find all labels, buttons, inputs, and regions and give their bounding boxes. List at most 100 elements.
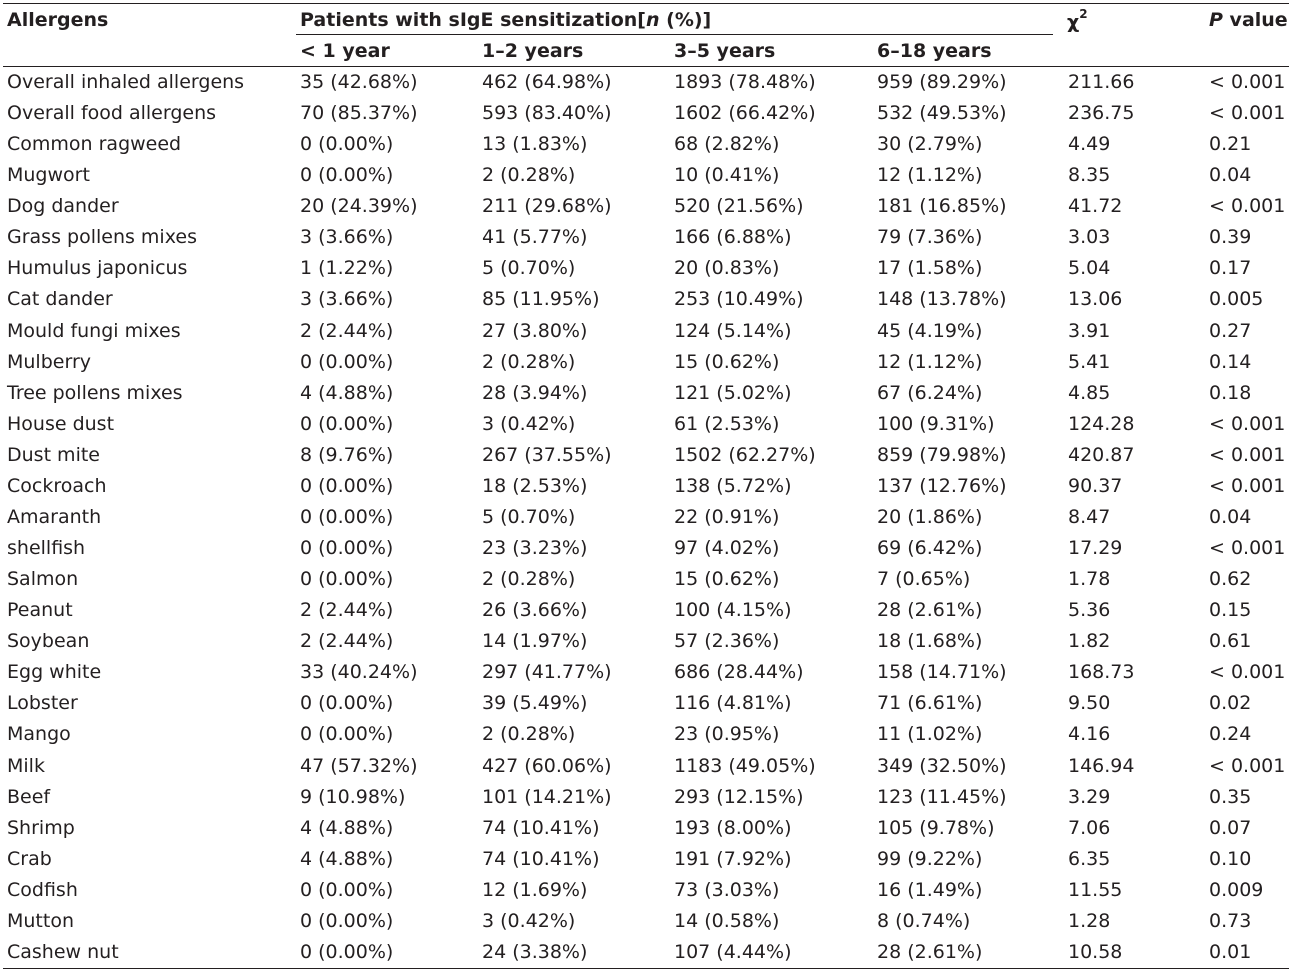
- chi-square-value: 3.29: [1068, 785, 1111, 808]
- p-value: 0.10: [1209, 847, 1252, 870]
- table-row: Codfish 0 (0.00%) 12 (1.69%) 73 (3.03%) 16 (…: [0, 878, 1307, 909]
- value-1-2: 2 (0.28%): [482, 350, 576, 373]
- value-3-5: 253 (10.49%): [674, 288, 804, 311]
- value-1-2: 297 (41.77%): [482, 661, 612, 684]
- table-row: Tree pollens mixes 4 (4.88%) 28 (3.94%) 121…: [0, 381, 1307, 412]
- p-value: 0.18: [1209, 381, 1252, 404]
- p-value: 0.02: [1209, 692, 1252, 715]
- chi-square-value: 41.72: [1068, 195, 1123, 218]
- value-6-18: 11 (1.02%): [877, 723, 983, 746]
- value-3-5: 1183 (49.05%): [674, 754, 816, 777]
- value-3-5: 22 (0.91%): [674, 505, 780, 528]
- header-chi-square: χ2: [1067, 8, 1088, 33]
- value-under1: 47 (57.32%): [300, 754, 418, 777]
- value-3-5: 57 (2.36%): [674, 630, 780, 653]
- header-age-1-2: 1–2 years: [482, 40, 584, 62]
- chi-square-value: 4.85: [1068, 381, 1111, 404]
- p-value: < 0.001: [1209, 661, 1286, 684]
- value-3-5: 15 (0.62%): [674, 350, 780, 373]
- table-row: Dog dander 20 (24.39%) 211 (29.68%) 520 (21…: [0, 194, 1307, 225]
- value-6-18: 79 (7.36%): [877, 226, 983, 249]
- table-row: Beef 9 (10.98%) 101 (14.21%) 293 (12.15%) 12…: [0, 785, 1307, 816]
- header-p-italic: P: [1209, 9, 1223, 31]
- allergen-name: Humulus japonicus: [7, 257, 188, 280]
- value-6-18: 16 (1.49%): [877, 878, 983, 901]
- value-1-2: 12 (1.69%): [482, 878, 588, 901]
- allergen-name: Egg white: [7, 661, 102, 684]
- table-row: Mould fungi mixes 2 (2.44%) 27 (3.80%) 124 …: [0, 319, 1307, 350]
- chi-square-value: 7.06: [1068, 816, 1111, 839]
- value-3-5: 73 (3.03%): [674, 878, 780, 901]
- allergen-name: Amaranth: [7, 505, 102, 528]
- value-6-18: 859 (79.98%): [877, 443, 1007, 466]
- table-row: Cashew nut 0 (0.00%) 24 (3.38%) 107 (4.44%)…: [0, 940, 1307, 971]
- value-under1: 0 (0.00%): [300, 537, 394, 560]
- allergen-name: Dog dander: [7, 195, 119, 218]
- chi-square-value: 146.94: [1068, 754, 1135, 777]
- value-3-5: 10 (0.41%): [674, 164, 780, 187]
- header-allergens: Allergens: [7, 9, 109, 31]
- chi-square-value: 3.91: [1068, 319, 1111, 342]
- value-3-5: 686 (28.44%): [674, 661, 804, 684]
- chi-square-value: 5.36: [1068, 599, 1111, 622]
- table-bottom-rule: [3, 968, 1289, 969]
- allergen-name: Mulberry: [7, 350, 91, 373]
- table-row: shellfish 0 (0.00%) 23 (3.23%) 97 (4.02%) 69…: [0, 536, 1307, 567]
- value-6-18: 67 (6.24%): [877, 381, 983, 404]
- p-value: < 0.001: [1209, 102, 1286, 125]
- value-6-18: 12 (1.12%): [877, 164, 983, 187]
- value-under1: 0 (0.00%): [300, 940, 394, 963]
- value-1-2: 267 (37.55%): [482, 443, 612, 466]
- value-1-2: 74 (10.41%): [482, 816, 600, 839]
- table-row: Cockroach 0 (0.00%) 18 (2.53%) 138 (5.72%) 1…: [0, 474, 1307, 505]
- chi-square-value: 4.49: [1068, 133, 1111, 156]
- p-value: < 0.001: [1209, 754, 1286, 777]
- value-1-2: 13 (1.83%): [482, 133, 588, 156]
- table-row: Grass pollens mixes 3 (3.66%) 41 (5.77%) 16…: [0, 225, 1307, 256]
- value-6-18: 123 (11.45%): [877, 785, 1007, 808]
- p-value: 0.21: [1209, 133, 1252, 156]
- chi-square-value: 1.28: [1068, 909, 1111, 932]
- value-1-2: 211 (29.68%): [482, 195, 612, 218]
- value-under1: 0 (0.00%): [300, 909, 394, 932]
- value-6-18: 17 (1.58%): [877, 257, 983, 280]
- value-6-18: 18 (1.68%): [877, 630, 983, 653]
- value-under1: 33 (40.24%): [300, 661, 418, 684]
- value-under1: 0 (0.00%): [300, 878, 394, 901]
- allergen-name: Crab: [7, 847, 52, 870]
- value-under1: 4 (4.88%): [300, 847, 394, 870]
- chi-square-value: 1.78: [1068, 568, 1111, 591]
- value-3-5: 124 (5.14%): [674, 319, 792, 342]
- allergen-name: shellfish: [7, 537, 86, 560]
- value-1-2: 26 (3.66%): [482, 599, 588, 622]
- value-3-5: 191 (7.92%): [674, 847, 792, 870]
- header-group-title: Patients with sIgE sensitization[n (%)]: [300, 9, 711, 31]
- allergen-name: Codfish: [7, 878, 78, 901]
- value-1-2: 3 (0.42%): [482, 412, 576, 435]
- table-row: Common ragweed 0 (0.00%) 13 (1.83%) 68 (2.8…: [0, 132, 1307, 163]
- value-6-18: 28 (2.61%): [877, 940, 983, 963]
- table-row: Cat dander 3 (3.66%) 85 (11.95%) 253 (10.49…: [0, 287, 1307, 318]
- value-1-2: 41 (5.77%): [482, 226, 588, 249]
- value-6-18: 158 (14.71%): [877, 661, 1007, 684]
- header-bottom-rule: [3, 66, 1289, 67]
- value-1-2: 427 (60.06%): [482, 754, 612, 777]
- value-under1: 0 (0.00%): [300, 692, 394, 715]
- value-6-18: 20 (1.86%): [877, 505, 983, 528]
- chi-square-value: 11.55: [1068, 878, 1123, 901]
- value-1-2: 2 (0.28%): [482, 568, 576, 591]
- table-row: Peanut 2 (2.44%) 26 (3.66%) 100 (4.15%) 28 (…: [0, 598, 1307, 629]
- value-6-18: 71 (6.61%): [877, 692, 983, 715]
- p-value: < 0.001: [1209, 474, 1286, 497]
- p-value: < 0.001: [1209, 443, 1286, 466]
- allergen-name: Milk: [7, 754, 45, 777]
- p-value: < 0.001: [1209, 195, 1286, 218]
- value-1-2: 14 (1.97%): [482, 630, 588, 653]
- allergen-name: Overall food allergens: [7, 102, 217, 125]
- chi-square-value: 17.29: [1068, 537, 1123, 560]
- header-chi-symbol: χ: [1067, 11, 1080, 33]
- p-value: 0.04: [1209, 505, 1252, 528]
- table-row: Mango 0 (0.00%) 2 (0.28%) 23 (0.95%) 11 (1.0…: [0, 722, 1307, 753]
- p-value: 0.39: [1209, 226, 1252, 249]
- table-row: Soybean 2 (2.44%) 14 (1.97%) 57 (2.36%) 18 (…: [0, 629, 1307, 660]
